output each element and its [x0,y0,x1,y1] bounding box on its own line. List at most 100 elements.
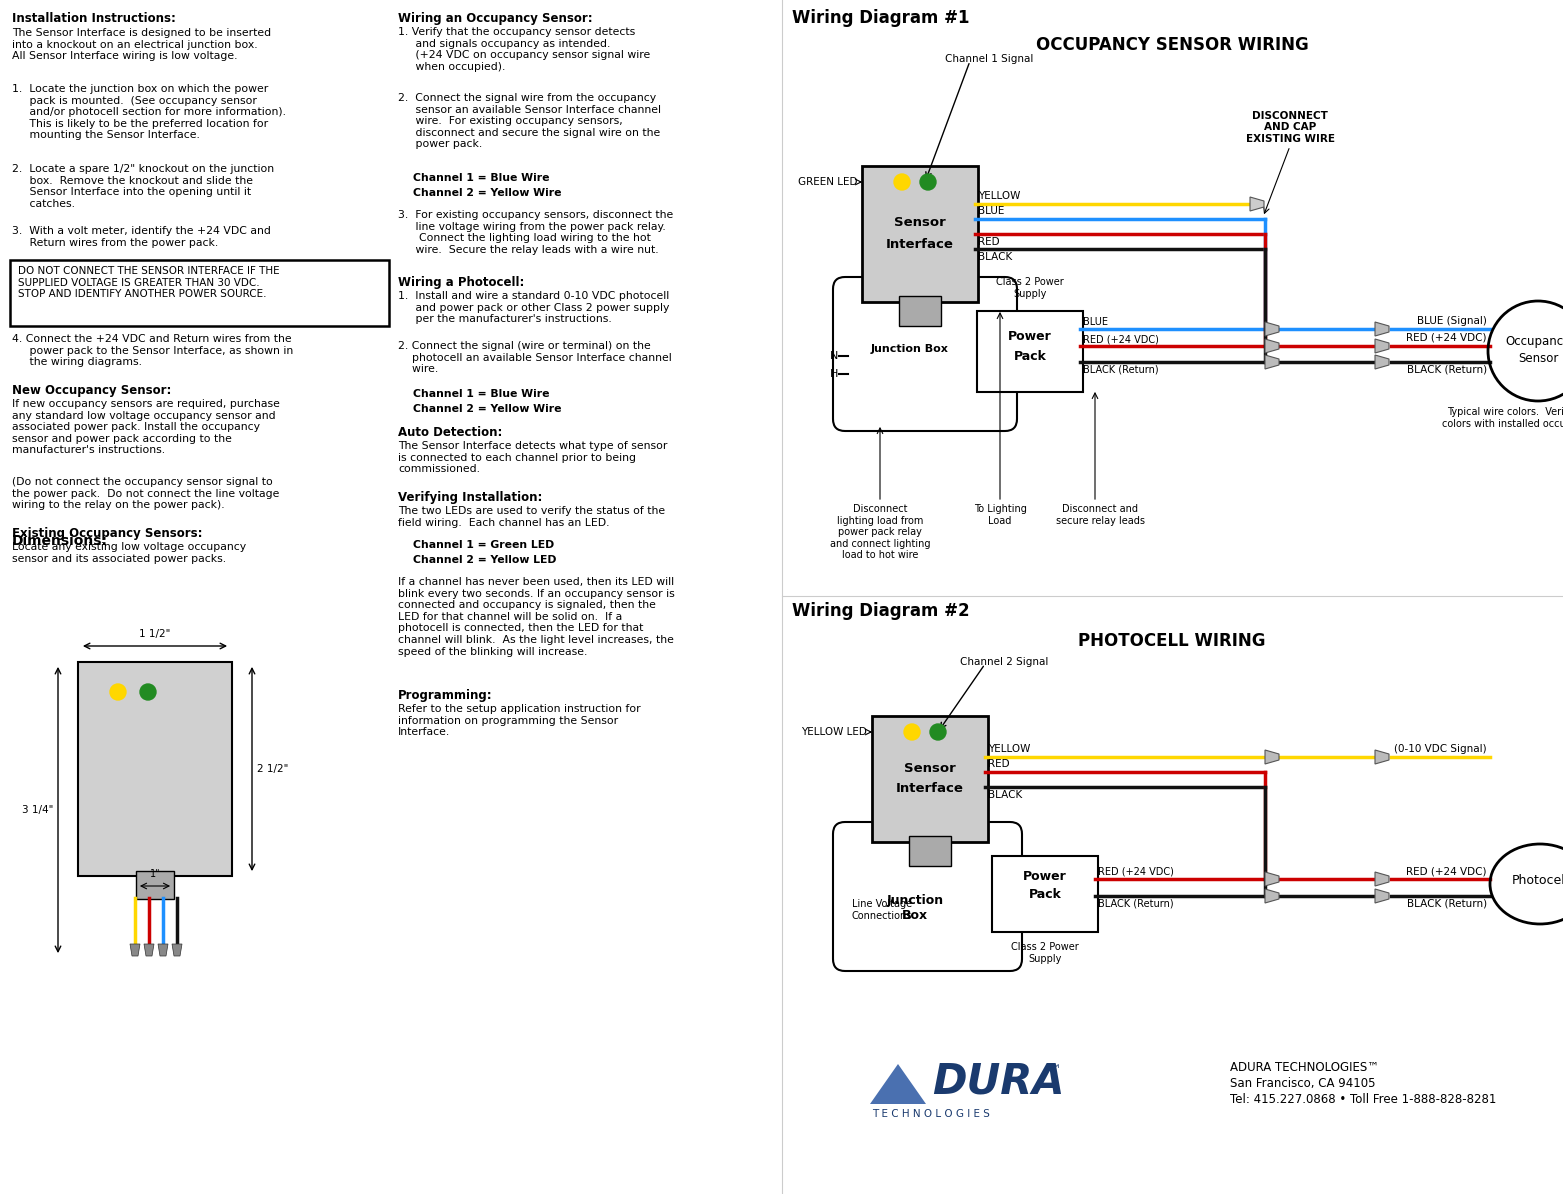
Text: Photocell: Photocell [1511,874,1563,887]
Circle shape [930,724,946,740]
FancyBboxPatch shape [977,310,1083,392]
Polygon shape [1264,750,1279,764]
Text: The Sensor Interface is designed to be inserted
into a knockout on an electrical: The Sensor Interface is designed to be i… [13,27,270,61]
Text: Class 2 Power
Supply: Class 2 Power Supply [1011,942,1078,964]
Polygon shape [1375,872,1390,886]
Text: YELLOW: YELLOW [978,191,1021,201]
Polygon shape [1375,355,1390,369]
Text: Locate any existing low voltage occupancy
sensor and its associated power packs.: Locate any existing low voltage occupanc… [13,542,245,564]
FancyBboxPatch shape [863,166,978,302]
Text: If new occupancy sensors are required, purchase
any standard low voltage occupan: If new occupancy sensors are required, p… [13,399,280,455]
Text: Sensor: Sensor [903,763,957,775]
FancyBboxPatch shape [899,296,941,326]
Text: Existing Occupancy Sensors:: Existing Occupancy Sensors: [13,527,203,540]
Text: New Occupancy Sensor:: New Occupancy Sensor: [13,384,172,396]
Text: To Lighting
Load: To Lighting Load [974,504,1027,525]
Text: 1 1/2": 1 1/2" [139,629,170,639]
Polygon shape [1375,322,1390,336]
Text: Refer to the setup application instruction for
information on programming the Se: Refer to the setup application instructi… [399,704,641,737]
Text: BLUE: BLUE [1083,316,1108,327]
Text: Wiring a Photocell:: Wiring a Photocell: [399,276,524,289]
FancyBboxPatch shape [78,661,231,876]
Text: Wiring Diagram #1: Wiring Diagram #1 [792,10,969,27]
Text: The two LEDs are used to verify the status of the
field wiring.  Each channel ha: The two LEDs are used to verify the stat… [399,506,666,528]
Text: Dimensions:: Dimensions: [13,534,108,548]
Text: ADURA TECHNOLOGIES™: ADURA TECHNOLOGIES™ [1230,1061,1379,1073]
Polygon shape [1264,872,1279,886]
Polygon shape [1375,750,1390,764]
Text: Box: Box [902,909,928,922]
Text: Channel 2 Signal: Channel 2 Signal [960,657,1049,667]
Text: YELLOW: YELLOW [988,744,1030,753]
Text: BLACK: BLACK [978,252,1013,261]
Text: DURA: DURA [932,1061,1064,1103]
Text: YELLOW LED: YELLOW LED [802,727,867,737]
Text: 2.  Locate a spare 1/2" knockout on the junction
     box.  Remove the knockout : 2. Locate a spare 1/2" knockout on the j… [13,164,274,209]
Circle shape [921,174,936,190]
Text: GREEN LED: GREEN LED [797,177,857,187]
Text: Channel 1 = Blue Wire: Channel 1 = Blue Wire [413,389,550,399]
Text: Class 2 Power
Supply: Class 2 Power Supply [996,277,1064,298]
Text: Pack: Pack [1028,887,1061,900]
Text: BLACK (Return): BLACK (Return) [1407,365,1486,375]
Text: Channel 1 Signal: Channel 1 Signal [946,54,1033,64]
FancyBboxPatch shape [833,277,1018,431]
Text: BLACK: BLACK [988,790,1022,800]
Text: (Do not connect the occupancy sensor signal to
the power pack.  Do not connect t: (Do not connect the occupancy sensor sig… [13,476,280,510]
Text: N: N [830,351,838,361]
Text: OCCUPANCY SENSOR WIRING: OCCUPANCY SENSOR WIRING [1036,36,1308,54]
Text: RED (+24 VDC): RED (+24 VDC) [1407,333,1486,343]
Text: BLUE: BLUE [978,207,1005,216]
Polygon shape [130,944,141,956]
Text: RED (+24 VDC): RED (+24 VDC) [1097,867,1174,878]
Circle shape [141,684,156,700]
FancyBboxPatch shape [910,836,950,866]
Text: (0-10 VDC Signal): (0-10 VDC Signal) [1394,744,1486,753]
FancyBboxPatch shape [872,716,988,842]
Polygon shape [871,1064,925,1104]
Text: 2 1/2": 2 1/2" [256,764,289,774]
Text: Junction: Junction [886,894,944,907]
FancyBboxPatch shape [9,260,389,326]
Polygon shape [1375,339,1390,353]
Polygon shape [1264,355,1279,369]
Circle shape [894,174,910,190]
Polygon shape [1375,890,1390,903]
Text: Auto Detection:: Auto Detection: [399,426,502,439]
Text: DO NOT CONNECT THE SENSOR INTERFACE IF THE
SUPPLIED VOLTAGE IS GREATER THAN 30 V: DO NOT CONNECT THE SENSOR INTERFACE IF T… [19,266,280,300]
Text: 3 1/4": 3 1/4" [22,805,53,816]
Text: Typical wire colors.  Verify actual wire
colors with installed occupancy sensor.: Typical wire colors. Verify actual wire … [1443,407,1563,429]
FancyBboxPatch shape [833,821,1022,971]
Text: Verifying Installation:: Verifying Installation: [399,491,542,504]
Text: Installation Instructions:: Installation Instructions: [13,12,177,25]
Text: BLUE (Signal): BLUE (Signal) [1418,316,1486,326]
Polygon shape [1264,339,1279,353]
Polygon shape [144,944,155,956]
Circle shape [903,724,921,740]
Text: BLACK (Return): BLACK (Return) [1083,364,1158,374]
Text: RED (+24 VDC): RED (+24 VDC) [1083,334,1158,344]
Text: Channel 1 = Blue Wire: Channel 1 = Blue Wire [413,173,550,183]
Text: 1. Verify that the occupancy sensor detects
     and signals occupancy as intend: 1. Verify that the occupancy sensor dete… [399,27,650,72]
Text: BLACK (Return): BLACK (Return) [1097,898,1174,907]
Polygon shape [1250,197,1264,211]
Text: Sensor: Sensor [894,215,946,228]
Text: Disconnect
lighting load from
power pack relay
and connect lighting
load to hot : Disconnect lighting load from power pack… [830,504,930,560]
Text: If a channel has never been used, then its LED will
blink every two seconds. If : If a channel has never been used, then i… [399,577,675,657]
Text: 4. Connect the +24 VDC and Return wires from the
     power pack to the Sensor I: 4. Connect the +24 VDC and Return wires … [13,334,294,368]
FancyBboxPatch shape [136,870,173,899]
Text: Pack: Pack [1013,350,1047,363]
Text: Occupancy: Occupancy [1505,334,1563,347]
Text: RED (+24 VDC): RED (+24 VDC) [1407,866,1486,876]
Text: Channel 2 = Yellow Wire: Channel 2 = Yellow Wire [413,404,561,414]
Text: Power: Power [1008,330,1052,343]
Text: 1.  Locate the junction box on which the power
     pack is mounted.  (See occup: 1. Locate the junction box on which the … [13,84,286,141]
FancyBboxPatch shape [993,856,1097,933]
Text: Sensor: Sensor [1518,351,1558,364]
Polygon shape [158,944,167,956]
Text: Channel 1 = Green LED: Channel 1 = Green LED [413,540,555,550]
Circle shape [109,684,127,700]
Text: Channel 2 = Yellow LED: Channel 2 = Yellow LED [413,555,556,565]
Text: The Sensor Interface detects what type of sensor
is connected to each channel pr: The Sensor Interface detects what type o… [399,441,667,474]
Text: 3.  With a volt meter, identify the +24 VDC and
     Return wires from the power: 3. With a volt meter, identify the +24 V… [13,226,270,247]
